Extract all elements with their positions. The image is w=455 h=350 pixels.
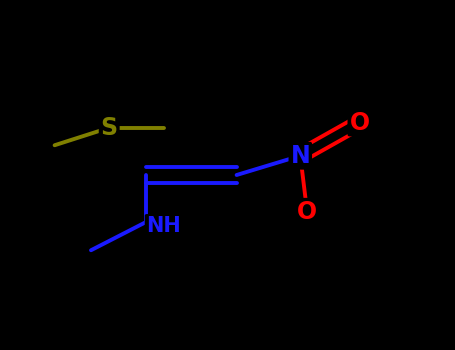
- Text: O: O: [349, 111, 369, 134]
- Text: S: S: [101, 116, 118, 140]
- Text: O: O: [297, 200, 317, 224]
- Text: NH: NH: [147, 216, 181, 236]
- Text: N: N: [290, 144, 310, 168]
